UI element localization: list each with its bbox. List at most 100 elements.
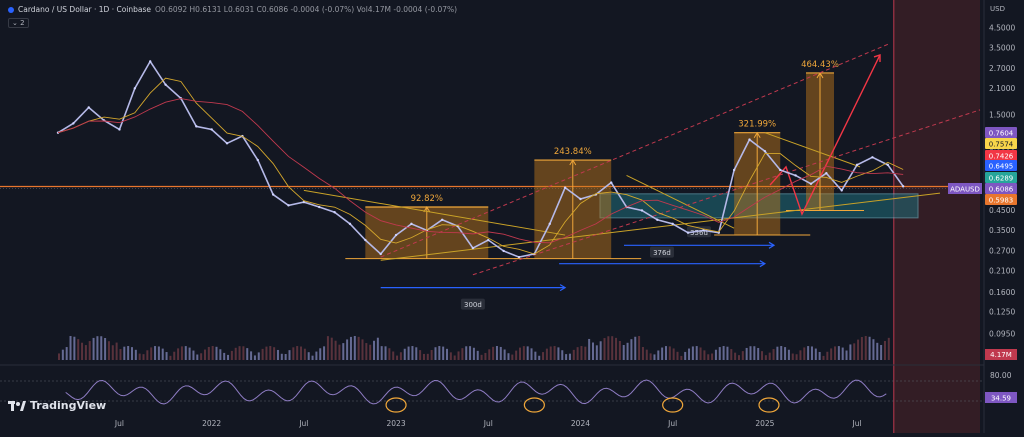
y-tick-label: 1.5000 (989, 111, 1015, 120)
volume-bar (476, 350, 479, 360)
volume-bar (591, 342, 594, 360)
volume-bar (472, 347, 475, 360)
price-point (794, 174, 797, 177)
volume-bar (438, 346, 441, 360)
volume-bar (741, 351, 744, 360)
volume-bar (184, 346, 187, 360)
symbol-tag (948, 183, 982, 194)
x-tick-label: Jul (298, 419, 308, 428)
volume-bar (784, 347, 787, 360)
y-tick-label: 0.4500 (989, 206, 1015, 215)
duration-arrowhead (759, 260, 767, 268)
rising-support (380, 192, 941, 261)
volume-bar (96, 336, 99, 360)
volume-bar (180, 346, 183, 360)
volume-bar (664, 346, 667, 360)
price-point (579, 197, 582, 201)
volume-bar (711, 353, 714, 360)
volume-bar (384, 346, 387, 360)
price-point (87, 106, 90, 109)
volume-bar (580, 346, 583, 360)
volume-bar (691, 346, 694, 360)
volume-bar (403, 348, 406, 360)
volume-bar (772, 349, 775, 360)
volume-bar (154, 346, 157, 360)
volume-bar (104, 338, 107, 360)
volume-bar (461, 348, 464, 360)
volume-bar (73, 336, 76, 360)
volume-bar (638, 336, 641, 360)
rsi-value-tag (985, 392, 1017, 403)
volume-bar (495, 346, 498, 360)
volume-bar (261, 348, 264, 360)
volume-bar (626, 342, 629, 360)
volume-bar (465, 346, 468, 360)
price-point (855, 163, 859, 167)
volume-bar (219, 349, 222, 360)
x-tick-label: Jul (852, 419, 862, 428)
volume-bar (399, 352, 402, 360)
price-point (840, 189, 843, 192)
volume-bar (134, 349, 137, 360)
volume-bar (634, 336, 637, 360)
price-axis-unit: USD (990, 5, 1005, 13)
price-point (348, 222, 352, 226)
price-point (732, 168, 736, 172)
symbol-title[interactable]: Cardano / US Dollar · 1D · Coinbase (18, 5, 152, 14)
volume-bar (142, 354, 145, 360)
volume-bar (860, 337, 863, 360)
volume-bar (515, 350, 518, 360)
tradingview-mark-icon (8, 400, 26, 411)
volume-bar (768, 352, 771, 360)
duration-label: 376d (653, 249, 671, 257)
volume-bar (330, 337, 333, 360)
price-point (809, 182, 813, 185)
price-point (149, 60, 152, 63)
volume-bar (449, 352, 452, 360)
volume-bar (484, 352, 487, 360)
duration-arrowhead (559, 284, 567, 292)
volume-bar (442, 346, 445, 360)
price-axis-panel (984, 0, 1024, 433)
volume-bar (188, 347, 191, 360)
volume-bar (549, 346, 552, 360)
volume-bar (257, 352, 260, 360)
price-tag-label: 0.7426 (989, 153, 1014, 161)
volume-bar (58, 353, 60, 360)
volume-bar (346, 339, 349, 360)
volume-bar (519, 347, 521, 360)
volume-bar (795, 354, 798, 360)
volume-bar (545, 348, 548, 360)
volume-bar (365, 343, 368, 360)
volume-bar (791, 353, 794, 360)
volume-bar (265, 346, 268, 360)
volume-bar (250, 351, 253, 360)
volume-bar (565, 354, 568, 360)
volume-bar (411, 346, 414, 360)
price-tag-label: 0.6495 (989, 163, 1014, 171)
volume-bar (507, 353, 510, 360)
price-tag (985, 172, 1017, 183)
tradingview-logo[interactable]: TradingView (8, 399, 106, 412)
volume-bar (288, 350, 291, 360)
volume-bar (388, 348, 391, 360)
volume-bar (119, 349, 122, 360)
volume-bar (492, 346, 495, 360)
price-point (656, 218, 659, 222)
volume-bar (737, 355, 740, 360)
rsi-oversold-circle (385, 397, 407, 413)
volume-bar (296, 346, 299, 360)
volume-bar (745, 347, 748, 360)
price-point (440, 218, 444, 222)
price-point (471, 246, 475, 250)
volume-bar (123, 346, 126, 360)
volume-bar (611, 336, 614, 360)
descending-trendline (303, 189, 566, 236)
volume-bar (557, 347, 560, 360)
volume-bar (703, 350, 706, 360)
ohlc-readout: O0.6092 H0.6131 L0.6031 C0.6086 -0.0004 … (155, 5, 458, 14)
volume-bar (419, 350, 422, 360)
indicator-toggle[interactable]: ⌄ 2 (8, 18, 29, 28)
